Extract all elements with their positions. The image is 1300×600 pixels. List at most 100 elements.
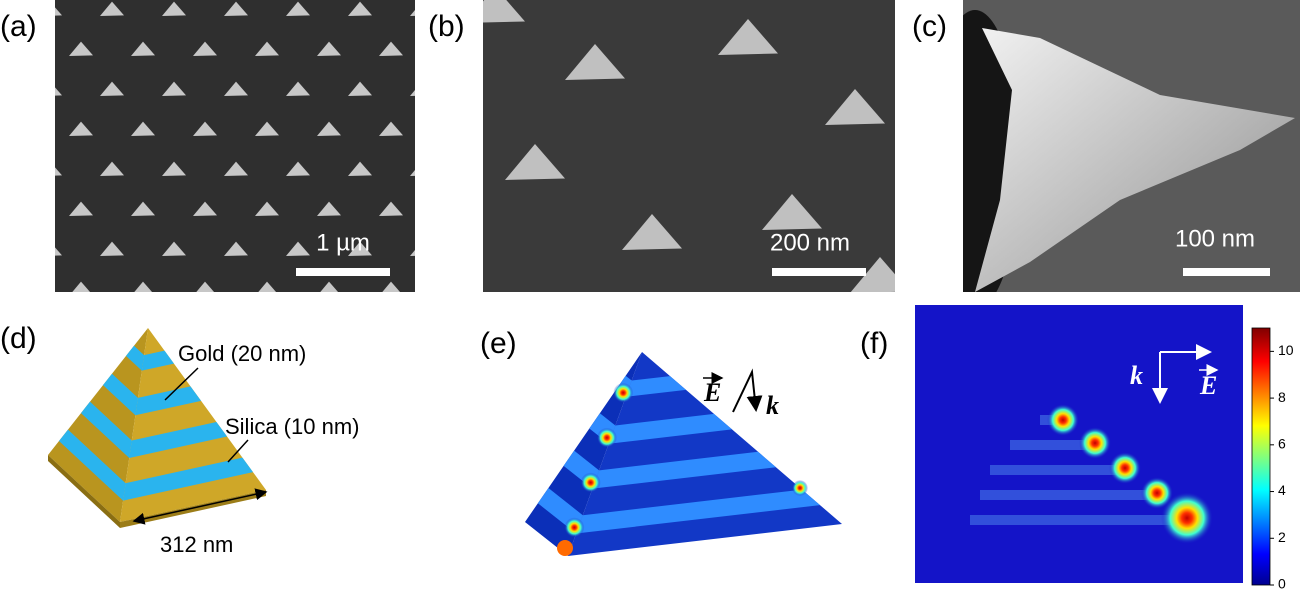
nanopyramid xyxy=(382,281,401,292)
colorbar-tick-label: 2 xyxy=(1278,529,1286,545)
nanopyramid xyxy=(69,41,93,56)
sem-image xyxy=(483,0,895,292)
hotspot xyxy=(1079,427,1111,459)
hotspot xyxy=(580,472,601,493)
scale-bar-label: 1 µm xyxy=(316,229,370,256)
nanopyramid xyxy=(55,87,62,96)
nanopyramid xyxy=(131,41,155,56)
colorbar-tick-label: 8 xyxy=(1278,389,1286,405)
nanopyramid xyxy=(100,1,124,16)
field-map-3d xyxy=(525,352,842,556)
nanopyramid xyxy=(193,41,217,56)
nanopyramid xyxy=(162,161,186,176)
annotation: 312 nm xyxy=(160,532,233,557)
nanopyramid xyxy=(348,1,372,16)
nanopyramid xyxy=(410,10,415,16)
silica-layer xyxy=(59,429,126,501)
nanopyramid xyxy=(55,247,62,256)
nanopyramid xyxy=(255,121,279,136)
nanopyramid xyxy=(441,282,465,296)
hotspot xyxy=(1141,477,1173,509)
hotspot xyxy=(792,480,808,496)
scale-bar-label: 200 nm xyxy=(770,229,850,256)
nanopyramid xyxy=(762,194,822,230)
colorbar-tick-label: 4 xyxy=(1278,482,1286,498)
nanopyramid xyxy=(286,161,310,176)
nanopyramid xyxy=(379,41,403,56)
hotspot xyxy=(613,382,634,403)
field-band xyxy=(1010,440,1098,450)
nanopyramid xyxy=(69,121,93,136)
nanopyramid xyxy=(286,241,310,256)
pyramid-base xyxy=(48,455,120,528)
nanopyramid xyxy=(348,161,372,176)
nanopyramid xyxy=(825,89,885,125)
panel-label: (c) xyxy=(912,10,947,43)
nanopyramid xyxy=(55,7,62,16)
sem-features xyxy=(55,1,465,296)
field-vector: E xyxy=(1199,371,1217,400)
nanopyramid xyxy=(224,241,248,256)
nanopyramid xyxy=(131,121,155,136)
nanopyramid xyxy=(162,241,186,256)
annotation: Silica (10 nm) xyxy=(225,414,359,439)
silica-layer xyxy=(135,386,202,416)
nanopyramid xyxy=(69,201,93,216)
nanopyramid xyxy=(565,44,625,80)
wavevector: k xyxy=(766,391,779,420)
panel-label: (f) xyxy=(860,327,888,360)
panel-label: (d) xyxy=(0,322,37,355)
nanopyramid xyxy=(162,81,186,96)
silica-layer xyxy=(103,373,138,416)
wavevector: k xyxy=(1130,361,1143,390)
nanopyramid xyxy=(100,81,124,96)
nanopyramid xyxy=(193,201,217,216)
panel-label: (a) xyxy=(0,10,37,43)
nanopyramid xyxy=(622,214,682,250)
silica-layer xyxy=(81,401,132,458)
hotspot xyxy=(564,517,585,538)
nanopyramid xyxy=(196,281,215,292)
nanopyramid xyxy=(258,281,277,292)
nanopyramid xyxy=(441,122,465,136)
nanopyramid xyxy=(505,144,565,180)
nanopyramid xyxy=(317,41,341,56)
nanopyramid xyxy=(441,202,465,216)
field-band xyxy=(980,490,1158,500)
sem-features xyxy=(483,0,895,292)
sem-features xyxy=(963,10,1295,292)
annotation: Gold (20 nm) xyxy=(178,341,306,366)
nanopyramid xyxy=(224,1,248,16)
hotspot xyxy=(596,427,617,448)
nanopyramid xyxy=(255,41,279,56)
polarization-arrows xyxy=(732,368,763,413)
pyramid-model xyxy=(48,328,266,528)
nanopyramid xyxy=(410,170,415,176)
nanopyramid xyxy=(850,257,895,292)
dimension-arrow xyxy=(132,488,268,525)
field-band xyxy=(592,451,776,489)
field-vector: E xyxy=(703,378,721,407)
field-band xyxy=(608,413,732,444)
nanopyramid xyxy=(100,241,124,256)
nanopyramid xyxy=(55,167,62,176)
nanopyramid xyxy=(131,201,155,216)
nanopyramid xyxy=(320,281,339,292)
scale-bar-label: 100 nm xyxy=(1175,225,1255,252)
leader-line xyxy=(227,439,249,463)
nanopyramid xyxy=(286,81,310,96)
nanopyramid xyxy=(72,281,91,292)
field-band xyxy=(576,489,820,534)
colorbar-tick-label: 0 xyxy=(1278,576,1286,592)
colorbar-tick-label: 6 xyxy=(1278,436,1286,452)
silica-layer xyxy=(126,345,145,371)
nanopyramid xyxy=(224,161,248,176)
field-map-features xyxy=(970,404,1213,544)
hotspot xyxy=(1109,452,1141,484)
leader-line xyxy=(164,367,199,401)
nanopyramid xyxy=(317,121,341,136)
silica-layer xyxy=(141,350,174,371)
nanopyramid xyxy=(348,81,372,96)
field-band xyxy=(970,515,1185,525)
